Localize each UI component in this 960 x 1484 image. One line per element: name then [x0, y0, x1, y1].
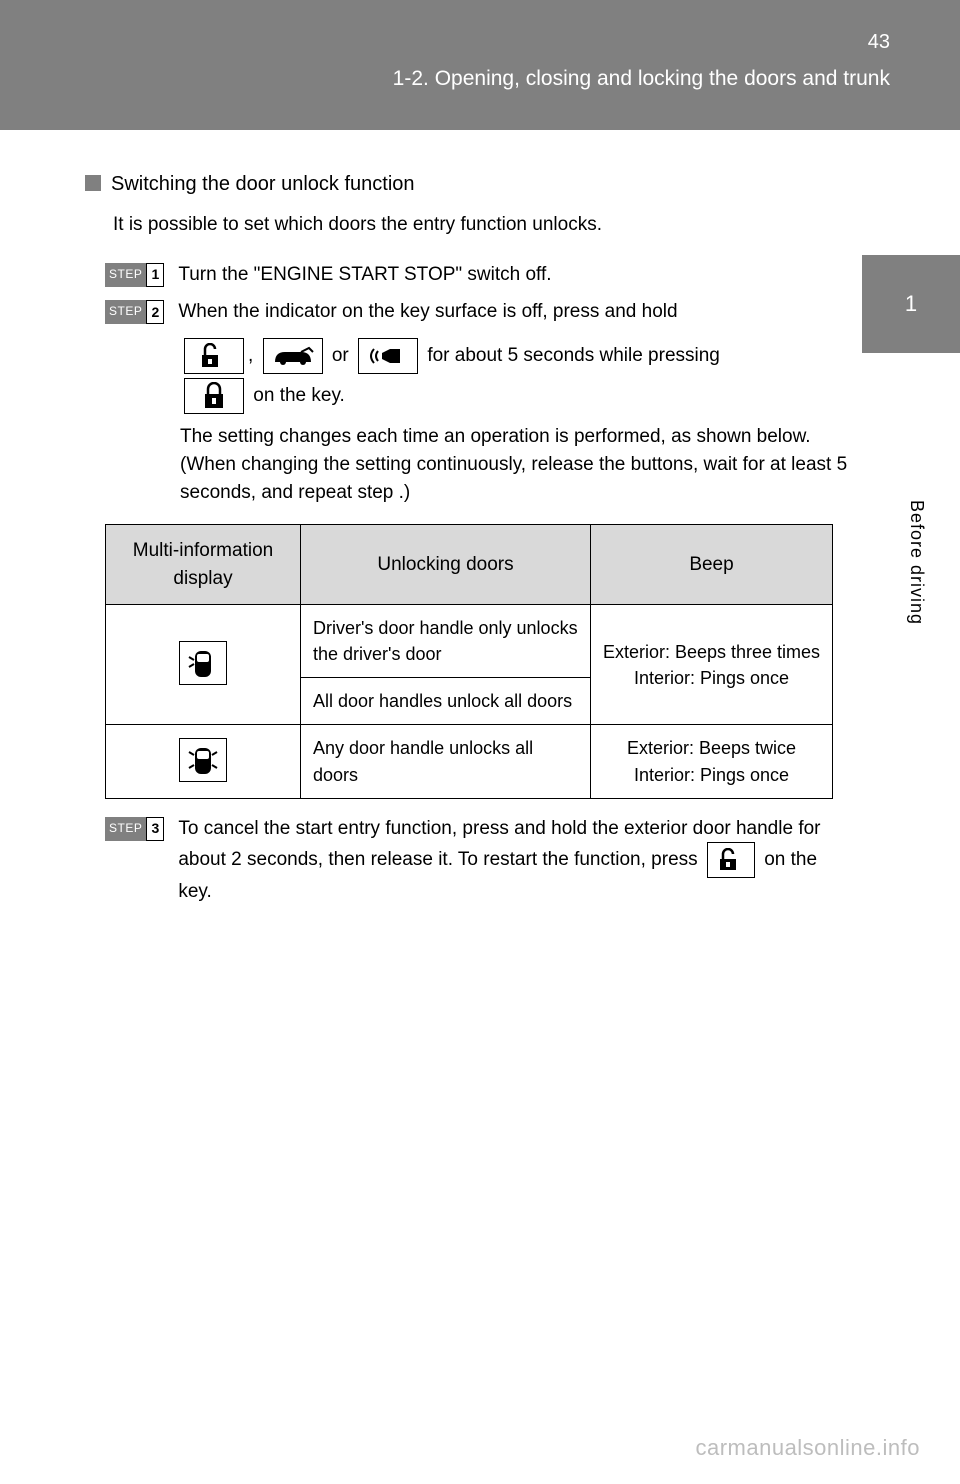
step-badge-2: STEP 2 [105, 300, 164, 324]
side-tab: 1 [862, 255, 960, 353]
alarm-icon [358, 338, 418, 374]
header-section-title: 1-2. Opening, closing and locking the do… [393, 64, 890, 94]
cell-beep-2: Exterior: Beeps twice Interior: Pings on… [591, 725, 833, 798]
step-2-note: The setting changes each time an operati… [180, 423, 850, 506]
step-badge-label: STEP [105, 263, 146, 287]
footer-watermark: carmanualsonline.info [695, 1432, 920, 1464]
step-1-text: Turn the "ENGINE START STOP" switch off. [178, 261, 850, 289]
table-row: Any door handle unlocks all doors Exteri… [106, 725, 833, 798]
all-doors-mode-icon [179, 738, 227, 782]
step-badge-number: 1 [146, 263, 164, 287]
page-number: 43 [868, 28, 890, 57]
step-2: STEP 2 When the indicator on the key sur… [105, 298, 850, 326]
step-badge-3: STEP 3 [105, 817, 164, 841]
header-bar: 1-2. Opening, closing and locking the do… [0, 0, 960, 130]
step-1: STEP 1 Turn the "ENGINE START STOP" swit… [105, 261, 850, 289]
th-unlock: Unlocking doors [301, 525, 591, 605]
cell-unlock-2: Any door handle unlocks all doors [301, 725, 591, 798]
step-badge-label: STEP [105, 817, 146, 841]
step-badge-label: STEP [105, 300, 146, 324]
modes-table: Multi-information display Unlocking door… [105, 524, 833, 799]
cell-beep-1: Exterior: Beeps three times Interior: Pi… [591, 605, 833, 725]
side-label: Before driving [904, 500, 930, 625]
s2c: or [332, 345, 354, 366]
cell-display-driver [106, 605, 301, 725]
section-title: Switching the door unlock function [85, 170, 850, 199]
th-beep: Beep [591, 525, 833, 605]
unlock-key-icon [707, 842, 755, 878]
s2b: , [248, 345, 253, 366]
car-trunk-icon [263, 338, 323, 374]
step-2-text-a: When the indicator on the key surface is… [178, 301, 677, 322]
step-badge-number: 2 [146, 300, 164, 324]
square-bullet-icon [85, 175, 101, 191]
section-intro: It is possible to set which doors the en… [113, 211, 850, 239]
step-badge-number: 3 [146, 817, 164, 841]
step-2-text: When the indicator on the key surface is… [178, 298, 850, 326]
step-3: STEP 3 To cancel the start entry functio… [105, 815, 850, 906]
section-title-text: Switching the door unlock function [111, 173, 415, 195]
cell-unlock-1a: Driver's door handle only unlocks the dr… [301, 605, 591, 678]
cell-display-all [106, 725, 301, 798]
table-row: Driver's door handle only unlocks the dr… [106, 605, 833, 678]
unlock-key-icon [184, 338, 244, 374]
step-2-icons-line: , or for about 5 seconds while pressing … [180, 336, 850, 416]
driver-door-mode-icon [179, 641, 227, 685]
step-3-text: To cancel the start entry function, pres… [178, 815, 850, 906]
cell-unlock-1b: All door handles unlock all doors [301, 678, 591, 725]
step-badge-1: STEP 1 [105, 263, 164, 287]
lock-key-icon [184, 378, 244, 414]
s2d: for about 5 seconds while pressing [427, 345, 720, 366]
th-display: Multi-information display [106, 525, 301, 605]
page-content: Switching the door unlock function It is… [0, 130, 960, 906]
s2e: on the key. [253, 385, 345, 406]
